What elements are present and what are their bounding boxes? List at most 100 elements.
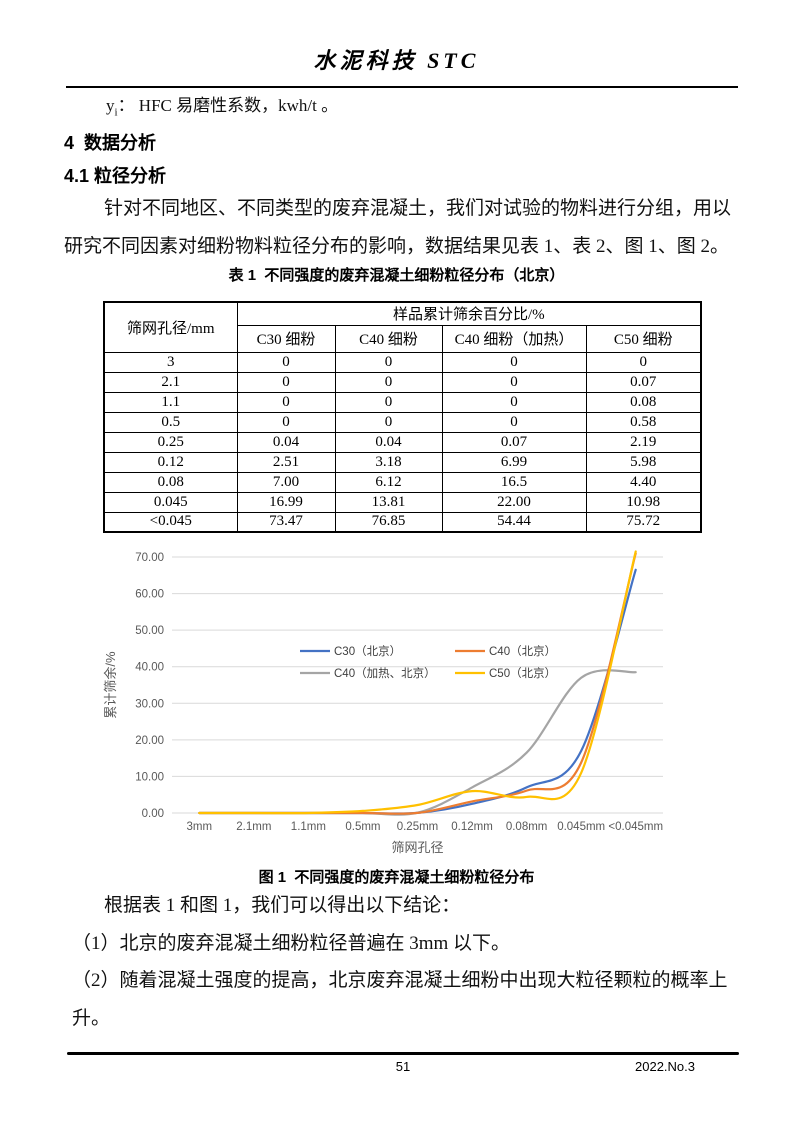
- table1-cell-value: 0: [441, 411, 587, 433]
- table1-cell-value: 0: [585, 351, 702, 373]
- x-axis-category-label: 0.5mm: [345, 821, 380, 833]
- table1-cell-value: 0: [236, 411, 336, 433]
- table1-subheader-c40-heated: C40 细粉（加热）: [441, 324, 587, 353]
- y-axis-tick-label: 40.00: [135, 662, 164, 674]
- table1-subheader-c40: C40 细粉: [334, 324, 443, 353]
- table1-cell-value: 22.00: [441, 491, 587, 513]
- table1-subheader-c50: C50 细粉: [585, 324, 702, 353]
- table1-row: 0.045 16.99 13.81 22.00 10.98: [103, 491, 702, 513]
- table1-cell-value: 0: [334, 411, 443, 433]
- table1-cell-size: 3: [103, 351, 238, 373]
- intro-paragraph: 针对不同地区、不同类型的废弃混凝土，我们对试验的物料进行分组，用以 研究不同因素…: [64, 190, 738, 266]
- table1-cell-size: 1.1: [103, 391, 238, 413]
- table1-subheader-c30: C30 细粉: [236, 324, 336, 353]
- table1-cell-value: 4.40: [585, 471, 702, 493]
- table1-cell-value: 0: [334, 391, 443, 413]
- table1-cell-value: 3.18: [334, 451, 443, 473]
- table1-cell-value: 0: [334, 351, 443, 373]
- formula-note: yi： HFC 易磨性系数，kwh/t 。: [106, 95, 338, 123]
- y-axis-tick-label: 50.00: [135, 625, 164, 637]
- section-heading: 4 数据分析: [64, 133, 157, 153]
- table1: 筛网孔径/mm 样品累计筛余百分比/% C30 细粉 C40 细粉 C40 细粉…: [103, 301, 703, 533]
- conclusion-item-2: （2）随着混凝土强度的提高，北京废弃混凝土细粉中出现大粒径颗粒的概率上升。: [72, 970, 728, 1029]
- table1-cell-value: 0.07: [441, 431, 587, 453]
- y-axis-tick-label: 20.00: [135, 735, 164, 747]
- legend-label: C40（北京）: [489, 644, 556, 658]
- legend-label: C40（加热、北京）: [334, 666, 436, 680]
- subsection-heading: 4.1 粒径分析: [64, 166, 167, 186]
- table1-cell-value: 0: [334, 371, 443, 393]
- footer-issue: 2022.No.3: [635, 1059, 695, 1074]
- table1-cell-value: 0: [441, 371, 587, 393]
- series-line-C40（加热、北京）: [198, 669, 637, 816]
- legend-label: C30（北京）: [334, 644, 401, 658]
- table1-cell-value: 0: [236, 351, 336, 373]
- table1-cell-value: 6.12: [334, 471, 443, 493]
- table1-caption: 表 1 不同强度的废弃混凝土细粉粒径分布（北京）: [228, 267, 565, 284]
- figure1-caption: 图 1 不同强度的废弃混凝土细粉粒径分布: [258, 869, 535, 886]
- intro-paragraph-line1: 针对不同地区、不同类型的废弃混凝土，我们对试验的物料进行分组，用以: [104, 198, 732, 219]
- table1-row: 0.5 0 0 0 0.58: [103, 411, 702, 433]
- table1-cell-size: 2.1: [103, 371, 238, 393]
- x-axis-category-label: 3mm: [186, 821, 212, 833]
- table1-cell-value: 13.81: [334, 491, 443, 513]
- table1-cell-value: 10.98: [585, 491, 702, 513]
- y-axis-tick-label: 30.00: [135, 698, 164, 710]
- table1-cell-value: 0: [236, 391, 336, 413]
- table1-cell-value: 16.99: [236, 491, 336, 513]
- table1-group-header: 样品累计筛余百分比/%: [236, 301, 702, 326]
- table1-cell-value: 0.08: [585, 391, 702, 413]
- formula-text: ： HFC 易磨性系数，kwh/t 。: [117, 96, 339, 115]
- table1-cell-size: 0.12: [103, 451, 238, 473]
- table1-cell-value: 54.44: [441, 511, 587, 533]
- series-line-C40（北京）: [198, 552, 637, 815]
- footer-page-number: 51: [395, 1059, 411, 1074]
- table1-cell-value: 0: [441, 391, 587, 413]
- x-axis-category-label: 0.08mm: [506, 821, 548, 833]
- figure1-line-chart: 0.00 10.00 20.00 30.00 40.00 50.00 60.00 70.00 3…: [85, 545, 705, 865]
- table1-cell-value: 2.51: [236, 451, 336, 473]
- formula-symbol: y: [106, 96, 115, 115]
- table1-cell-value: 76.85: [334, 511, 443, 533]
- journal-header-title: 水泥科技 STC: [313, 48, 480, 73]
- header-rule: [66, 86, 738, 88]
- conclusion-item-1: （1）北京的废弃混凝土细粉粒径普遍在 3mm 以下。: [72, 933, 511, 954]
- y-axis-tick-label: 70.00: [135, 552, 164, 564]
- table1-row: <0.045 73.47 76.85 54.44 75.72: [103, 511, 702, 533]
- table1-row: 0.08 7.00 6.12 16.5 4.40: [103, 471, 702, 493]
- table1-cell-value: 0: [441, 351, 587, 373]
- series-line-C50（北京）: [198, 550, 637, 815]
- x-axis-category-label: 0.045mm: [557, 821, 605, 833]
- table1-cell-value: 6.99: [441, 451, 587, 473]
- legend-label: C50（北京）: [489, 666, 556, 680]
- y-axis-tick-label: 10.00: [135, 771, 164, 783]
- table1-cell-value: 73.47: [236, 511, 336, 533]
- y-axis-title: 累计筛余/%: [103, 651, 118, 719]
- table1-row: 0.12 2.51 3.18 6.99 5.98: [103, 451, 702, 473]
- table1-cell-size: 0.25: [103, 431, 238, 453]
- series-line-C30（北京）: [198, 568, 637, 815]
- table1-row: 0.25 0.04 0.04 0.07 2.19: [103, 431, 702, 453]
- formula-subscript: i: [114, 106, 118, 119]
- footer-rule: [67, 1052, 739, 1055]
- table1-cell-size: <0.045: [103, 511, 238, 533]
- table1-cell-value: 0.04: [236, 431, 336, 453]
- table1-cell-value: 2.19: [585, 431, 702, 453]
- table1-cell-value: 0.04: [334, 431, 443, 453]
- x-axis-title: 筛网孔径: [391, 840, 443, 855]
- x-axis-category-label: 1.1mm: [291, 821, 326, 833]
- conclusion-intro: 根据表 1 和图 1，我们可以得出以下结论：: [104, 895, 461, 916]
- x-axis-category-label: 0.12mm: [451, 821, 493, 833]
- table1-cell-value: 5.98: [585, 451, 702, 473]
- table1-cell-size: 0.5: [103, 411, 238, 433]
- table1-cell-size: 0.08: [103, 471, 238, 493]
- x-axis-category-label: 0.25mm: [397, 821, 439, 833]
- y-axis-tick-label: 60.00: [135, 589, 164, 601]
- x-axis-category-label: <0.045mm: [608, 821, 663, 833]
- table1-cell-value: 75.72: [585, 511, 702, 533]
- y-axis-tick-label: 0.00: [142, 808, 164, 820]
- table1-cell-value: 16.5: [441, 471, 587, 493]
- table1-cell-value: 0: [236, 371, 336, 393]
